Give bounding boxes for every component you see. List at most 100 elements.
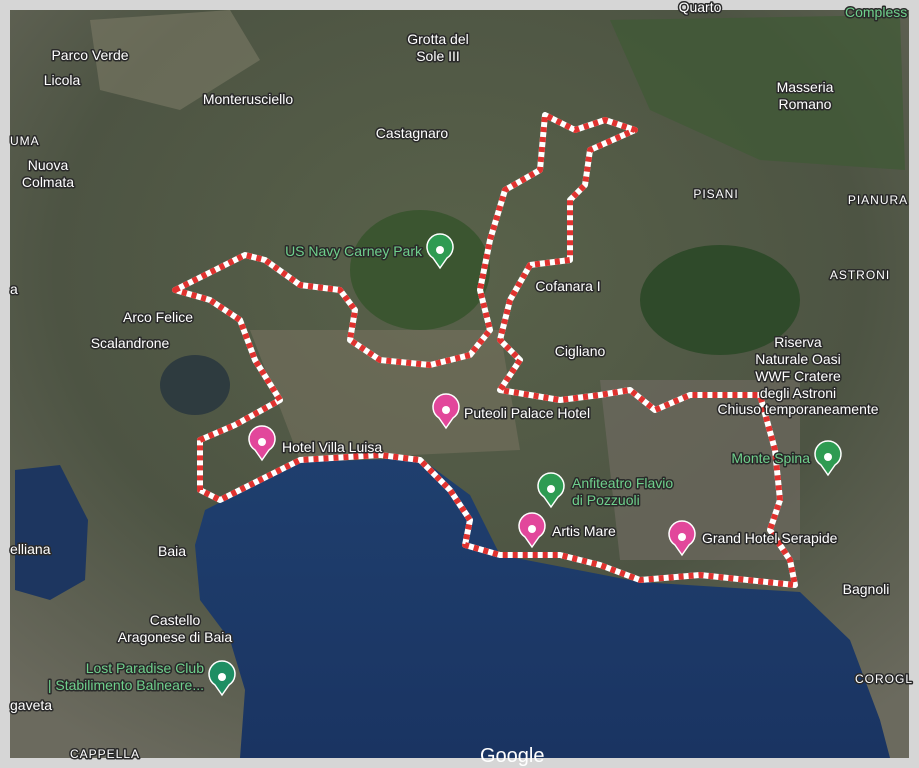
poi-pin[interactable] <box>432 393 460 430</box>
label-line: Cofanara I <box>535 278 600 294</box>
poi-pin[interactable] <box>518 512 546 549</box>
label-line: Naturale Oasi <box>755 351 841 367</box>
poi-pin[interactable] <box>814 440 842 477</box>
place-label: gaveta <box>10 697 52 713</box>
label-line: Castello <box>150 612 201 628</box>
place-label: Bagnoli <box>843 581 890 597</box>
label-line: Grand Hotel Serapide <box>702 530 838 546</box>
pin-icon <box>218 673 226 681</box>
label-line: Masseria <box>777 79 834 95</box>
poi-label[interactable]: Grand Hotel Serapide <box>701 529 840 548</box>
label-line: Lost Paradise Club <box>86 660 205 676</box>
map-imagery <box>10 10 909 758</box>
place-label: Chiuso temporaneamente <box>717 401 878 417</box>
label-line: Monte Spina <box>731 450 810 466</box>
label-line: a <box>10 281 18 297</box>
label-line: PIANURA <box>848 193 908 207</box>
pin-icon <box>547 485 555 493</box>
label-line: Aragonese di Baia <box>118 629 233 645</box>
place-label: PISANI <box>693 187 738 201</box>
label-line: UMA <box>10 134 40 148</box>
label-line: Nuova <box>28 157 69 173</box>
label-line: Parco Verde <box>51 47 128 63</box>
points-of-interest: US Navy Carney Park Puteoli Palace Hotel H… <box>46 3 909 697</box>
label-line: Arco Felice <box>123 309 193 325</box>
place-label: PIANURA <box>848 193 908 207</box>
label-line: Riserva <box>774 334 822 350</box>
place-label: Cigliano <box>555 343 606 359</box>
label-line: Bagnoli <box>843 581 890 597</box>
label-line: Chiuso temporaneamente <box>717 401 878 417</box>
place-label: Licola <box>44 72 81 88</box>
label-line: Grotta del <box>407 31 468 47</box>
place-label: Masseria Romano <box>777 79 834 112</box>
place-label: Quarto <box>679 0 722 15</box>
urban-area <box>600 380 800 560</box>
label-line: Colmata <box>22 174 74 190</box>
label-line: di Pozzuoli <box>572 492 640 508</box>
place-label: a <box>10 281 18 297</box>
place-label: ASTRONI <box>830 268 890 282</box>
label-line: COROGL <box>855 672 913 686</box>
place-label: Parco Verde <box>51 47 128 63</box>
label-line: Puteoli Palace Hotel <box>464 405 590 421</box>
pin-icon <box>436 246 444 254</box>
label-line: | Stabilimento Balneare... <box>48 677 204 693</box>
place-label: UMA <box>10 134 40 148</box>
pin-icon <box>258 438 266 446</box>
place-label: Scalandrone <box>91 335 170 351</box>
poi-label[interactable]: Anfiteatro Flavio di Pozzuoli <box>571 474 675 510</box>
label-line: Cigliano <box>555 343 606 359</box>
label-line: Castagnaro <box>376 125 449 141</box>
place-label: elliana <box>10 541 51 557</box>
label-line: Artis Mare <box>552 523 616 539</box>
poi-pin[interactable] <box>426 233 454 270</box>
place-label: Castello Aragonese di Baia <box>118 612 233 645</box>
place-label: Baia <box>158 543 186 559</box>
label-line: Sole III <box>416 48 460 64</box>
label-line: degli Astroni <box>760 385 836 401</box>
pin-icon <box>442 406 450 414</box>
poi-label[interactable]: US Navy Carney Park <box>284 242 425 261</box>
place-label: Monterusciello <box>203 91 293 107</box>
label-line: Monterusciello <box>203 91 293 107</box>
label-line: ASTRONI <box>830 268 890 282</box>
place-label: COROGL <box>855 672 913 686</box>
poi-pin[interactable] <box>248 425 276 462</box>
sea <box>195 458 890 758</box>
pin-icon <box>528 525 536 533</box>
pozzuoli-town <box>250 330 520 460</box>
poi-label[interactable]: Monte Spina <box>730 449 812 468</box>
label-line: Anfiteatro Flavio <box>572 475 673 491</box>
poi-label[interactable]: Puteoli Palace Hotel <box>463 404 592 423</box>
label-line: PISANI <box>693 187 738 201</box>
label-line: Romano <box>779 96 832 112</box>
place-label: Cofanara I <box>535 278 600 294</box>
label-line: US Navy Carney Park <box>285 243 423 259</box>
watermark: Google <box>480 745 545 767</box>
poi-label[interactable]: Compless <box>844 3 909 22</box>
label-line: Hotel Villa Luisa <box>282 439 382 455</box>
crater <box>350 210 490 330</box>
label-line: WWF Cratere <box>755 368 841 384</box>
poi-label[interactable]: Hotel Villa Luisa <box>281 438 384 457</box>
poi-label[interactable]: Lost Paradise Club | Stabilimento Balnear… <box>46 659 205 695</box>
label-line: Scalandrone <box>91 335 170 351</box>
poi-pin[interactable] <box>537 472 565 509</box>
pin-icon <box>678 533 686 541</box>
astroni-crater <box>640 245 800 355</box>
label-line: Compless <box>845 4 907 20</box>
label-line: Licola <box>44 72 81 88</box>
pin-icon <box>824 453 832 461</box>
hills <box>610 15 905 170</box>
poi-pin[interactable] <box>208 660 236 697</box>
lake-fusaro <box>15 465 88 600</box>
label-line: gaveta <box>10 697 52 713</box>
place-label: CAPPELLA <box>70 747 140 761</box>
lake-lucrino <box>160 355 230 415</box>
poi-label[interactable]: Artis Mare <box>551 522 618 541</box>
place-labels: Quarto Parco Verde Licola Grotta del Sole II… <box>9 0 914 763</box>
poi-pin[interactable] <box>668 520 696 557</box>
boundary-base <box>172 112 798 588</box>
